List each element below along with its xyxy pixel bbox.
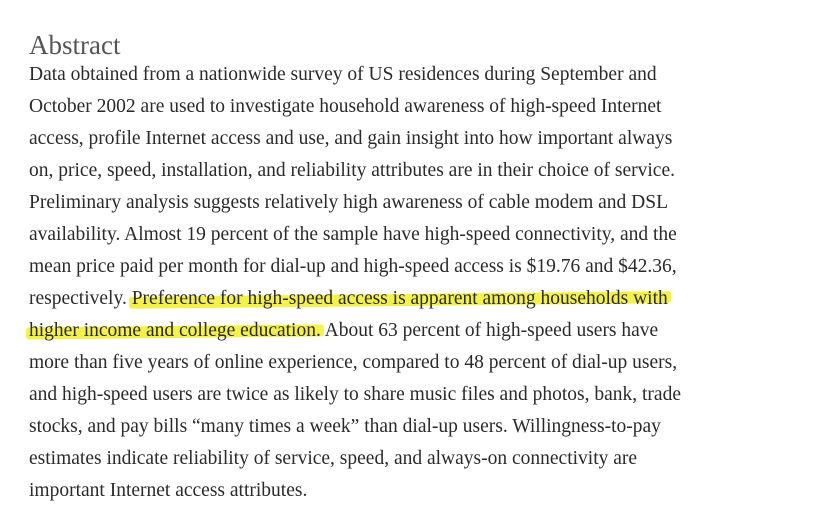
abstract-line: stocks, and pay bills “many times a week… [29,416,661,437]
abstract-line: on, price, speed, installation, and reli… [29,160,675,181]
abstract-line: Data obtained from a nationwide survey o… [29,64,657,85]
abstract-line: and high-speed users are twice as likely… [29,384,681,405]
abstract-line-highlighted: higher income and college education. Abo… [29,315,838,347]
abstract-line: mean price paid per month for dial-up an… [29,256,677,277]
text-highlight: Preference for high-speed access is appa… [131,288,668,309]
abstract-body: Data obtained from a nationwide survey o… [29,59,838,507]
abstract-line: more than five years of online experienc… [29,352,678,373]
abstract-line: estimates indicate reliability of servic… [29,448,638,469]
section-heading: Abstract [29,30,121,61]
abstract-line: Preliminary analysis suggests relatively… [29,192,669,213]
abstract-line: availability. Almost 19 percent of the s… [29,224,677,245]
text-highlight: higher income and college education. [29,320,321,341]
abstract-line: access, profile Internet access and use,… [29,128,673,149]
line-text: respectively. [29,288,132,309]
abstract-line: important Internet access attributes. [29,480,308,501]
abstract-line-highlighted: respectively. Preference for high-speed … [29,283,838,315]
abstract-line: October 2002 are used to investigate hou… [29,96,662,117]
line-text: About 63 percent of high-speed users hav… [320,320,659,341]
